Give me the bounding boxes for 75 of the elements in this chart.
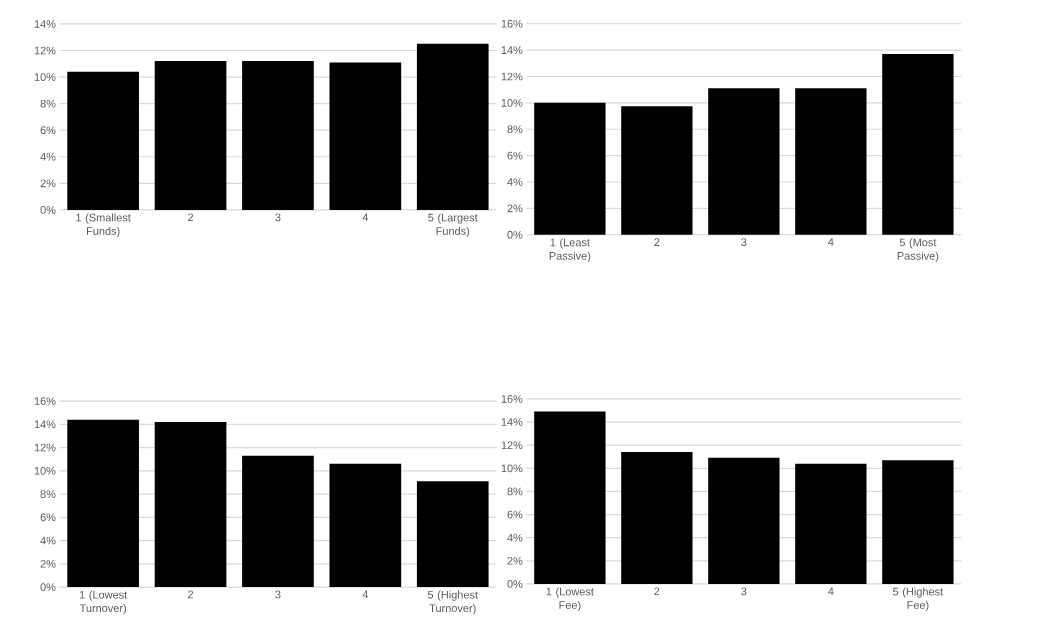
bar xyxy=(795,463,867,584)
x-tick-label: 3 xyxy=(275,213,281,222)
bar xyxy=(416,481,489,588)
y-tick-label: 10% xyxy=(501,98,523,107)
y-tick-label: 12% xyxy=(501,72,523,81)
bar xyxy=(242,61,314,210)
x-tick-label: 3 xyxy=(741,238,747,247)
x-tick-label: 4 xyxy=(828,238,834,246)
y-tick-label: 6% xyxy=(40,126,56,135)
bar xyxy=(154,61,227,210)
y-tick-label: 16% xyxy=(34,397,56,405)
y-tick-label: 0% xyxy=(40,583,56,591)
bar xyxy=(708,457,780,584)
bar xyxy=(708,88,780,235)
bar xyxy=(621,452,693,584)
x-tick-label: 5 (Largest Funds) xyxy=(428,213,478,238)
y-tick-label: 0% xyxy=(40,206,56,214)
x-tick-label: 1 (Lowest Turnover) xyxy=(79,590,128,615)
bar xyxy=(795,88,867,235)
y-tick-label: 8% xyxy=(40,490,56,498)
y-tick-label: 6% xyxy=(40,513,56,522)
x-tick-label: 4 xyxy=(362,213,369,221)
x-tick-label: 2 xyxy=(654,238,660,246)
bar xyxy=(882,54,954,235)
bar xyxy=(154,421,227,588)
bar xyxy=(67,71,139,210)
x-tick-label: 5 (Highest Turnover) xyxy=(427,590,478,615)
y-tick-label: 10% xyxy=(501,464,523,473)
y-tick-label: 2% xyxy=(40,179,56,188)
y-tick-label: 4% xyxy=(40,536,56,545)
y-tick-label: 8% xyxy=(507,487,523,496)
bar xyxy=(329,62,402,210)
x-tick-label: 1 (Lowest Fee) xyxy=(546,587,594,612)
x-tick-label: 3 xyxy=(741,587,747,596)
bar xyxy=(242,455,314,588)
x-tick-label: 5 (Most Passive) xyxy=(897,238,939,262)
y-tick-label: 8% xyxy=(40,99,56,108)
y-tick-label: 14% xyxy=(34,20,56,28)
x-tick-label: 1 (Least Passive) xyxy=(549,238,591,262)
y-tick-label: 12% xyxy=(34,46,56,55)
y-tick-label: 2% xyxy=(507,556,523,565)
y-tick-label: 14% xyxy=(501,46,523,54)
y-tick-label: 10% xyxy=(34,466,56,475)
bar xyxy=(67,419,139,588)
y-tick-label: 10% xyxy=(34,73,56,81)
bar xyxy=(329,463,402,588)
bar xyxy=(534,411,606,584)
x-tick-label: 2 xyxy=(188,213,194,222)
bar xyxy=(882,460,954,584)
y-tick-label: 14% xyxy=(501,418,523,426)
x-tick-label: 3 xyxy=(275,590,281,599)
y-tick-label: 4% xyxy=(507,178,523,186)
y-tick-label: 6% xyxy=(507,151,523,160)
y-tick-label: 14% xyxy=(34,420,56,429)
x-tick-label: 2 xyxy=(188,590,194,599)
x-tick-label: 4 xyxy=(828,587,834,595)
bar xyxy=(534,102,606,235)
y-tick-label: 4% xyxy=(40,152,56,161)
y-tick-label: 12% xyxy=(34,443,56,452)
y-tick-label: 0% xyxy=(507,230,523,239)
y-tick-label: 16% xyxy=(501,19,523,28)
x-tick-label: 5 (Highest Fee) xyxy=(893,587,944,612)
y-tick-label: 4% xyxy=(507,533,523,542)
y-tick-label: 6% xyxy=(507,510,523,519)
bar xyxy=(416,43,489,210)
y-tick-label: 0% xyxy=(507,580,523,588)
y-tick-label: 12% xyxy=(501,441,523,450)
bar xyxy=(621,106,693,235)
y-tick-label: 16% xyxy=(501,395,523,403)
y-tick-label: 2% xyxy=(40,559,56,568)
x-tick-label: 1 (Smallest Funds) xyxy=(76,213,131,238)
x-tick-label: 4 xyxy=(362,590,369,599)
y-tick-label: 8% xyxy=(507,125,523,134)
x-tick-label: 2 xyxy=(654,587,660,596)
y-tick-label: 2% xyxy=(507,204,523,213)
